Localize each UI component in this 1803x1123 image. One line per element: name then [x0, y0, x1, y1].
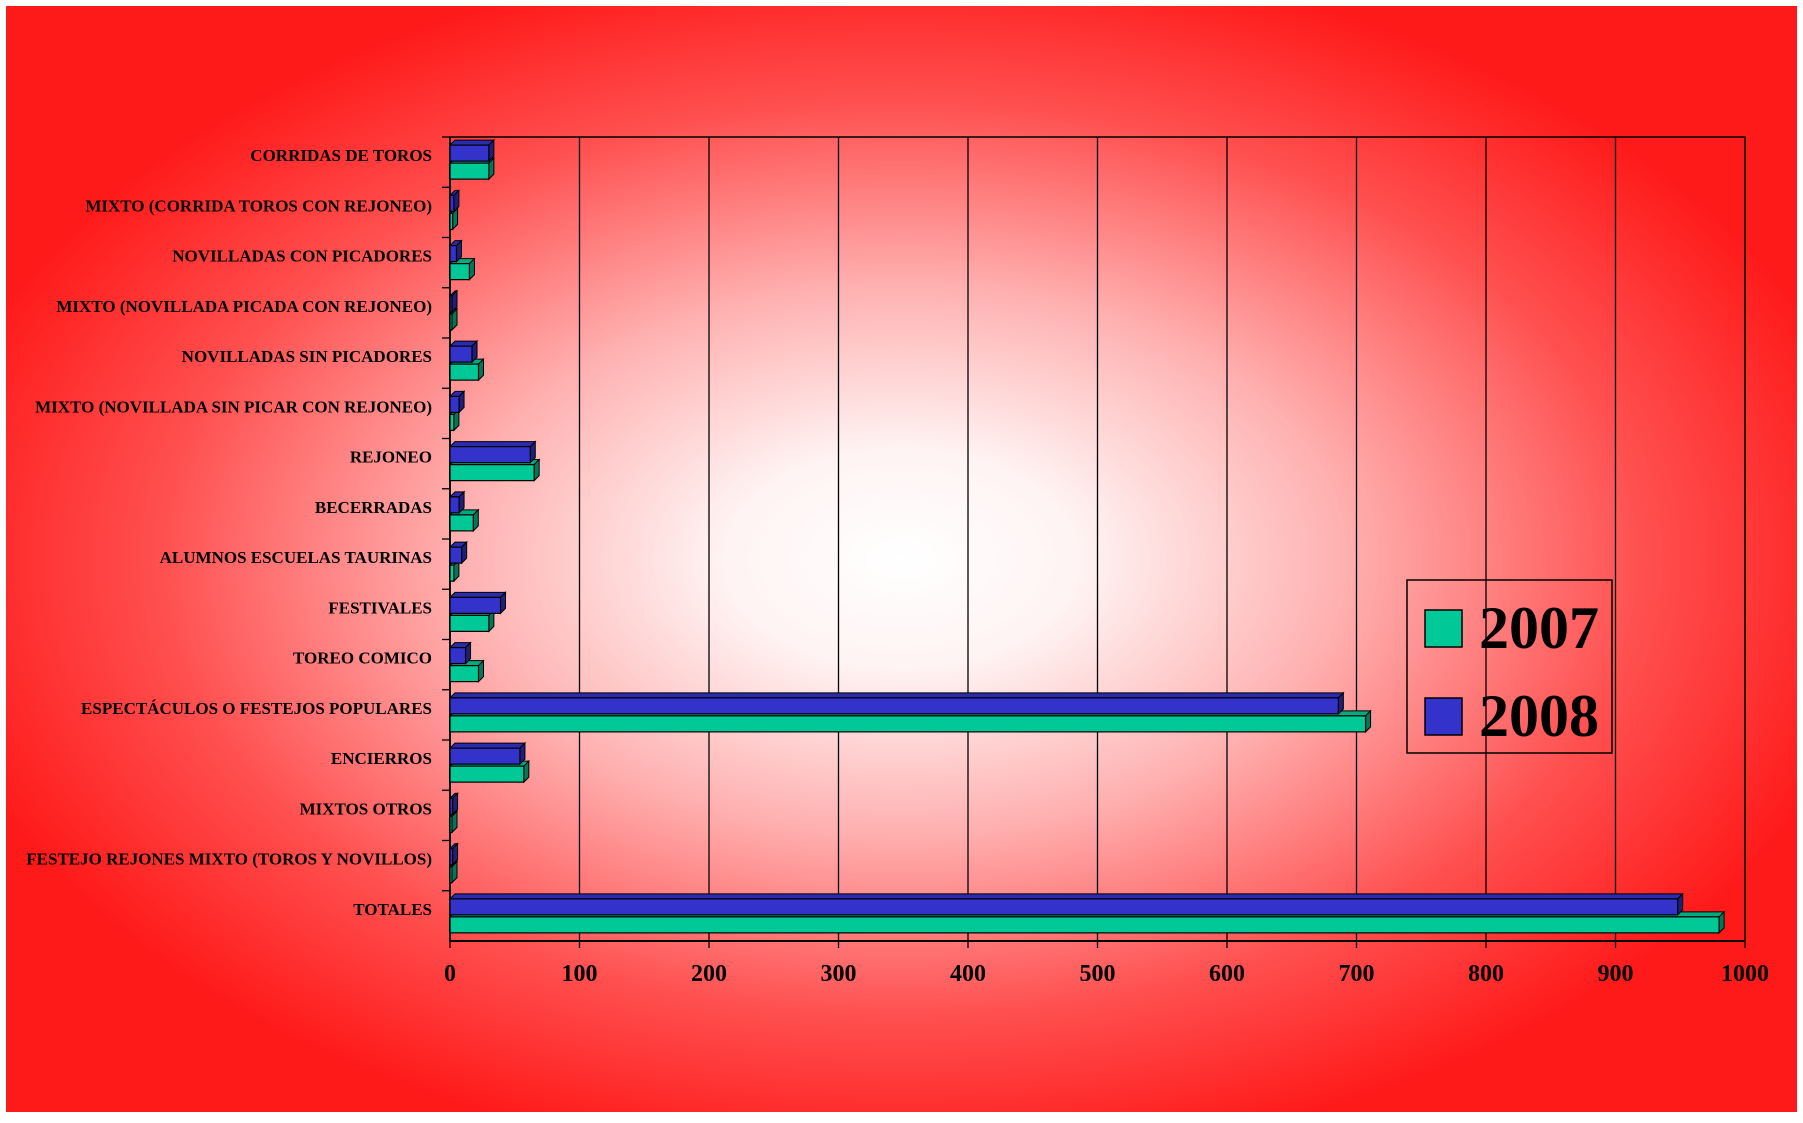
bar-front-face — [449, 665, 480, 683]
bar-front-face — [449, 162, 490, 180]
category-label: MIXTO (CORRIDA TOROS CON REJONEO) — [85, 196, 432, 215]
bar-top-face — [448, 139, 496, 146]
bar-top-face — [448, 692, 1345, 699]
legend-swatch — [1424, 697, 1463, 736]
bar-2008 — [448, 239, 463, 263]
bar-front-face — [449, 295, 453, 313]
bar-2007 — [448, 508, 480, 533]
x-tick-label: 700 — [1339, 961, 1375, 987]
bar-front-face — [449, 363, 480, 381]
bar-front-face — [449, 263, 471, 281]
bar-2007 — [448, 810, 459, 834]
bar-top-face — [448, 893, 1684, 900]
bar-front-face — [449, 514, 474, 532]
bar-front-face — [449, 413, 455, 431]
x-tick-label: 300 — [821, 961, 857, 987]
category-label: MIXTO (NOVILLADA SIN PICAR CON REJONEO) — [35, 397, 432, 416]
x-tick-label: 500 — [1080, 961, 1116, 987]
bar-2008 — [448, 390, 466, 414]
x-tick-label: 200 — [691, 961, 727, 987]
x-tick-label: 100 — [562, 961, 598, 987]
bar-front-face — [449, 697, 1339, 715]
bar-front-face — [449, 446, 531, 464]
bar-front-face — [449, 647, 467, 665]
category-labels: CORRIDAS DE TOROS MIXTO (CORRIDA TOROS CO… — [26, 146, 432, 919]
bar-front-face — [449, 715, 1367, 733]
category-label: ENCIERROS — [331, 749, 432, 768]
x-tick-labels: 0 100 200 300 400 500 600 700 800 900 1000 — [444, 961, 1769, 987]
category-label: FESTEJO REJONES MIXTO (TOROS Y NOVILLOS) — [26, 850, 432, 869]
category-label: REJONEO — [350, 448, 432, 467]
bar-2008 — [448, 289, 459, 314]
bar-2008 — [448, 591, 507, 615]
bar-front-face — [449, 212, 454, 230]
bar-2008 — [448, 641, 472, 665]
bar-front-face — [449, 797, 454, 815]
bar-2008 — [448, 792, 459, 816]
bar-front-face — [449, 496, 460, 514]
bar-front-face — [449, 313, 453, 331]
bar-2008 — [448, 842, 459, 866]
bar-2008 — [448, 892, 1684, 917]
x-tick-label: 400 — [950, 961, 986, 987]
x-tick-label: 0 — [444, 961, 456, 987]
category-label: FESTIVALES — [328, 598, 432, 617]
bar-front-face — [449, 898, 1679, 916]
category-label: NOVILLADAS CON PICADORES — [172, 247, 432, 266]
x-tick-label: 1000 — [1721, 961, 1769, 987]
bar-front-face — [449, 395, 460, 413]
bar-2008 — [448, 339, 479, 364]
bar-2008 — [448, 691, 1345, 716]
plot-area — [442, 136, 1746, 948]
bar-2008 — [448, 189, 461, 213]
x-tick-label: 900 — [1598, 961, 1634, 987]
legend-label: 2008 — [1479, 683, 1599, 749]
bar-front-face — [449, 614, 490, 632]
legend-swatch — [1424, 609, 1463, 648]
category-label: ALUMNOS ESCUELAS TAURINAS — [160, 548, 432, 567]
bar-front-face — [449, 564, 455, 582]
bar-front-face — [449, 747, 521, 765]
category-label: BECERRADAS — [315, 498, 432, 517]
x-tick-label: 800 — [1468, 961, 1504, 987]
legend-box — [1406, 579, 1613, 754]
category-label: ESPECTÁCULOS O FESTEJOS POPULARES — [81, 699, 432, 718]
bar-2008 — [448, 741, 527, 766]
bar-front-face — [449, 866, 453, 884]
bar-front-face — [449, 848, 454, 866]
bar-front-face — [449, 916, 1720, 934]
category-label: NOVILLADAS SIN PICADORES — [182, 347, 432, 366]
bar-top-face — [448, 441, 537, 448]
bar-front-face — [449, 546, 463, 564]
bar-front-face — [449, 464, 535, 482]
category-label: TOREO COMICO — [293, 649, 432, 668]
x-tick-label: 600 — [1209, 961, 1245, 987]
legend-label: 2007 — [1479, 595, 1599, 661]
bar-2008 — [448, 490, 466, 515]
bar-front-face — [449, 194, 455, 212]
category-label: TOTALES — [353, 900, 432, 919]
bar-top-face — [448, 591, 507, 598]
bar-front-face — [449, 245, 458, 263]
bar-2007 — [448, 860, 459, 884]
bar-front-face — [449, 345, 473, 363]
bar-top-face — [448, 742, 527, 749]
category-label: MIXTO (NOVILLADA PICADA CON REJONEO) — [56, 297, 432, 316]
category-label: CORRIDAS DE TOROS — [250, 146, 432, 165]
bar-2008 — [448, 138, 496, 163]
bar-front-face — [449, 815, 453, 833]
bar-2008 — [448, 440, 537, 464]
bar-front-face — [449, 144, 490, 162]
bar-front-face — [449, 765, 525, 783]
category-label: MIXTOS OTROS — [300, 799, 432, 818]
legend: 2007 2008 — [1406, 579, 1613, 754]
bar-2008 — [448, 540, 468, 565]
bar-front-face — [449, 596, 502, 614]
